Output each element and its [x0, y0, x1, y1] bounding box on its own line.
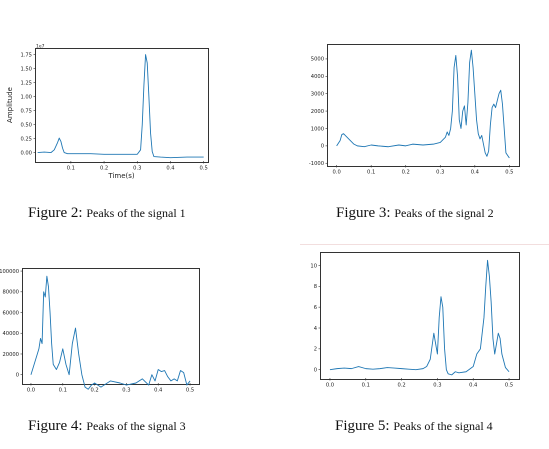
x-tick-label: 0.5 [505, 383, 513, 389]
x-tick-label: 0.5 [200, 166, 208, 172]
y-tick-label: 40000 [2, 331, 19, 337]
y-tick-label: 0 [16, 373, 19, 379]
x-tick-label: 0.0 [333, 170, 341, 176]
figure-3-caption-text: Peaks of the signal 2 [394, 206, 494, 220]
figure-5-caption: Figure 5: Peaks of the signal 4 [335, 418, 493, 435]
y-tick-label: 0.50 [20, 122, 32, 128]
y-tick-label: 3000 [311, 91, 324, 97]
figure-2-caption: Figure 2: Peaks of the signal 1 [28, 205, 186, 222]
figure-2-plot-area [35, 48, 209, 163]
y-tick-label: 1000 [311, 126, 324, 132]
x-tick-label: 0.3 [122, 388, 130, 394]
x-tick-label: 0.5 [186, 388, 194, 394]
y-tick-label: 2 [314, 347, 317, 353]
offset-label: 1e7 [36, 44, 45, 50]
y-tick-label: 4 [314, 326, 318, 332]
series-line [329, 259, 510, 376]
y-tick-label: 4000 [311, 74, 324, 80]
figure-3-plot-area [327, 44, 520, 167]
y-tick-label: 0 [321, 144, 324, 150]
x-tick-label: 0.3 [433, 383, 441, 389]
figure-2-caption-label: Figure 2: [28, 205, 83, 221]
x-axis-title: Time(s) [107, 172, 135, 180]
x-tick-label: 0.4 [469, 383, 478, 389]
y-tick-label: 1.50 [20, 66, 32, 72]
series-line [336, 49, 510, 159]
x-tick-label: 0.2 [402, 170, 410, 176]
series-line [30, 275, 191, 390]
x-tick-label: 0.3 [436, 170, 444, 176]
y-tick-label: 0.25 [20, 136, 32, 142]
x-tick-label: 0.3 [133, 166, 141, 172]
figure-2-caption-text: Peaks of the signal 1 [86, 206, 186, 220]
figure-3-caption: Figure 3: Peaks of the signal 2 [336, 205, 494, 222]
series-line [37, 54, 204, 159]
figure-4-plot-area [22, 268, 200, 385]
y-tick-label: 60000 [2, 310, 19, 316]
x-tick-label: 0.1 [362, 383, 370, 389]
y-tick-label: 0.00 [20, 150, 32, 156]
x-tick-label: 0.5 [505, 170, 513, 176]
x-tick-label: 0.0 [27, 388, 35, 394]
y-tick-label: 20000 [2, 352, 19, 358]
y-tick-label: 1.75 [20, 52, 32, 58]
y-tick-label: 2000 [311, 109, 324, 115]
y-tick-label: 1.00 [20, 94, 32, 100]
y-tick-label: -1000 [309, 161, 324, 167]
figure-4-caption-label: Figure 4: [28, 418, 83, 434]
y-tick-label: 10 [310, 263, 317, 269]
x-tick-label: 0.4 [471, 170, 480, 176]
x-tick-label: 0.4 [154, 388, 163, 394]
x-tick-label: 0.2 [100, 166, 108, 172]
x-tick-label: 0.0 [326, 383, 334, 389]
x-tick-label: 0.2 [90, 388, 98, 394]
figure-4-caption: Figure 4: Peaks of the signal 3 [28, 418, 186, 435]
y-tick-label: 6 [314, 305, 317, 311]
y-tick-label: 5000 [311, 57, 324, 63]
x-tick-label: 0.1 [367, 170, 375, 176]
x-tick-label: 0.4 [166, 166, 175, 172]
figure-4-caption-text: Peaks of the signal 3 [86, 419, 186, 433]
figure-5-caption-text: Peaks of the signal 4 [393, 419, 493, 433]
x-tick-label: 0.2 [397, 383, 405, 389]
y-tick-label: 0 [314, 367, 317, 373]
y-tick-label: 0.75 [20, 108, 32, 114]
figure-3-caption-label: Figure 3: [336, 205, 391, 221]
x-tick-label: 0.1 [67, 166, 75, 172]
y-tick-label: 8 [314, 284, 317, 290]
figure-5-caption-label: Figure 5: [335, 418, 390, 434]
divider-line [300, 244, 549, 245]
x-tick-label: 0.1 [59, 388, 67, 394]
y-axis-title: Amplitude [6, 87, 14, 123]
y-tick-label: 1.25 [20, 80, 32, 86]
y-tick-label: 80000 [2, 290, 19, 296]
y-tick-label: 100000 [0, 269, 19, 275]
